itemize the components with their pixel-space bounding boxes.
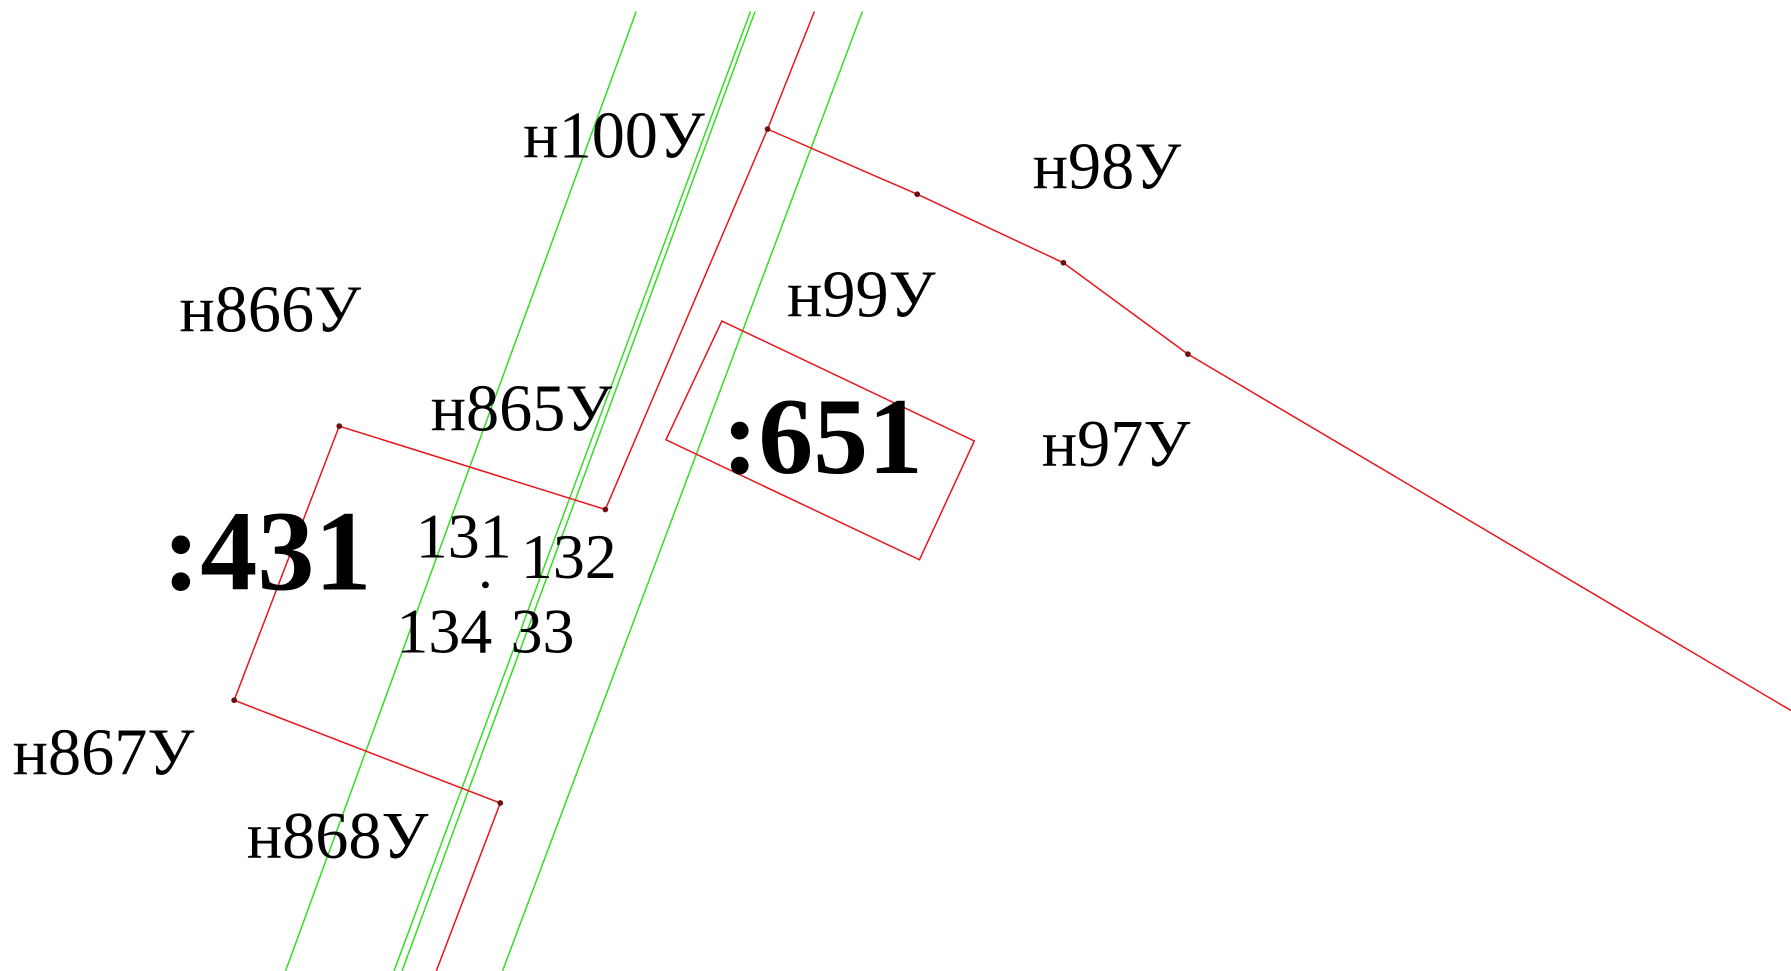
point-label: н867У — [13, 716, 195, 789]
vertex — [1185, 351, 1191, 358]
point-label: н866У — [179, 273, 361, 346]
point-label: н97У — [1042, 408, 1191, 481]
vertex — [1060, 259, 1067, 266]
vertex — [764, 126, 771, 132]
vertex — [602, 506, 609, 513]
number-label: 33 — [511, 595, 575, 666]
point-label: н868У — [247, 800, 429, 873]
green-line — [393, 11, 752, 971]
point-label: н98У — [1033, 131, 1182, 204]
marker — [482, 581, 489, 589]
number-label: 134 — [396, 595, 492, 666]
number-label: 131 — [416, 500, 512, 571]
vertex — [497, 800, 504, 806]
vertex — [231, 697, 238, 704]
green-line — [284, 11, 637, 971]
point-label: н100У — [523, 100, 705, 173]
green-line — [501, 11, 864, 971]
vertex — [914, 191, 921, 198]
point-label: н865У — [431, 373, 613, 446]
number-label: 132 — [521, 521, 617, 592]
parcel-label: :651 — [722, 375, 923, 497]
green-line — [401, 11, 756, 971]
green-lines — [284, 11, 864, 971]
parcel-label: :431 — [162, 487, 371, 614]
vertices — [231, 126, 1191, 806]
vertex — [336, 423, 343, 429]
red-boundaries — [233, 11, 1791, 971]
point-label: н99У — [787, 258, 936, 331]
parcel-651-outline — [664, 320, 976, 561]
